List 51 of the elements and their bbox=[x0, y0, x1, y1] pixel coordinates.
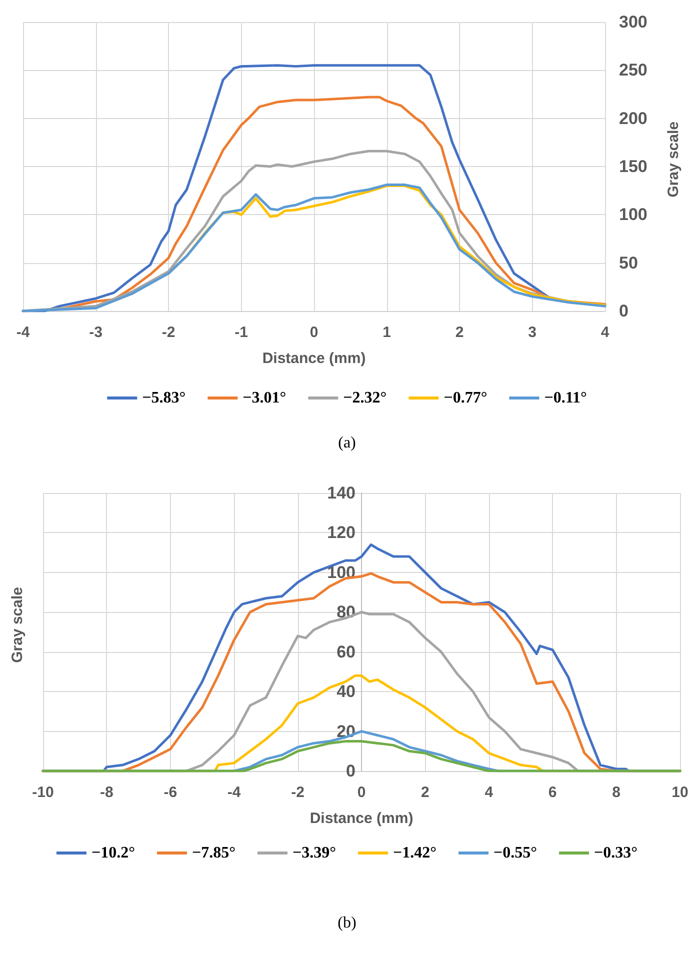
y-tick-label: 0 bbox=[619, 302, 628, 320]
x-tick-label: -2 bbox=[162, 324, 176, 341]
x-tick-label: 8 bbox=[612, 784, 620, 801]
x-tick-label: 4 bbox=[600, 324, 610, 341]
x-tick-label: -6 bbox=[164, 784, 178, 801]
x-tick-label: -3 bbox=[89, 324, 102, 341]
x-tick-label: -4 bbox=[16, 324, 30, 341]
legend-label: −2.32° bbox=[343, 390, 387, 406]
y-tick-label: 200 bbox=[619, 108, 648, 128]
legend-label: −3.01° bbox=[242, 390, 286, 406]
y-tick-label: 0 bbox=[346, 762, 356, 780]
legend-label: −0.11° bbox=[544, 390, 587, 406]
x-tick-label: 3 bbox=[528, 324, 536, 341]
x-tick-label: -8 bbox=[100, 784, 114, 801]
legend-label: −5.83° bbox=[142, 390, 186, 406]
x-tick-label: 10 bbox=[672, 784, 688, 801]
line-series bbox=[22, 184, 606, 312]
legend-label: −0.55° bbox=[494, 844, 538, 862]
x-tick-label: 6 bbox=[548, 784, 557, 801]
y-tick-label: 100 bbox=[327, 562, 356, 582]
y-axis-title: Gray scale bbox=[665, 121, 682, 198]
y-axis-title: Gray scale bbox=[9, 586, 26, 663]
x-tick-label: 2 bbox=[455, 324, 464, 341]
text: (b) bbox=[338, 914, 356, 932]
y-tick-label: 120 bbox=[327, 523, 356, 542]
x-tick-label: -10 bbox=[32, 784, 54, 801]
text: (a) bbox=[338, 434, 356, 452]
y-tick-label: 100 bbox=[619, 205, 648, 224]
x-tick-label: 4 bbox=[484, 784, 494, 801]
y-tick-label: 250 bbox=[619, 60, 648, 80]
x-axis-title: Distance (mm) bbox=[310, 810, 414, 827]
legend-label: −10.2° bbox=[91, 844, 135, 862]
y-tick-label: 40 bbox=[336, 682, 356, 702]
x-tick-label: 0 bbox=[310, 324, 318, 341]
y-tick-label: 300 bbox=[619, 12, 648, 32]
x-tick-label: 2 bbox=[421, 784, 430, 801]
x-tick-label: 1 bbox=[382, 324, 391, 341]
x-axis-title: Distance (mm) bbox=[262, 350, 366, 367]
y-tick-label: 140 bbox=[327, 484, 356, 502]
legend-label: −1.42° bbox=[393, 844, 437, 862]
legend-label: −3.39° bbox=[292, 844, 336, 862]
y-tick-label: 150 bbox=[619, 157, 648, 176]
x-tick-label: -4 bbox=[227, 784, 242, 801]
legend-label: −0.33° bbox=[594, 844, 638, 862]
x-tick-label: -2 bbox=[291, 784, 304, 801]
y-tick-label: 60 bbox=[336, 642, 356, 662]
legend-label: −7.85° bbox=[192, 844, 236, 862]
legend-label: −0.77° bbox=[444, 390, 488, 406]
y-tick-label: 50 bbox=[619, 253, 638, 272]
x-tick-label: -1 bbox=[234, 324, 248, 341]
x-tick-label: 0 bbox=[357, 784, 366, 801]
